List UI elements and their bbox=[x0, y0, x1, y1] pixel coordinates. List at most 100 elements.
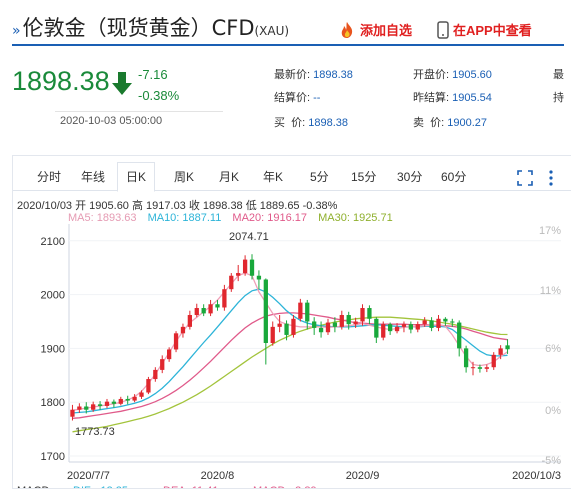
tab-daily-k[interactable]: 日K bbox=[117, 162, 156, 192]
candle-body bbox=[422, 320, 427, 325]
page-title: »伦敦金（现货黄金）CFD(XAU) bbox=[12, 16, 290, 40]
candle-body bbox=[194, 308, 199, 316]
tab-intraday[interactable]: 分时 bbox=[37, 170, 62, 184]
add-favorite-label: 添加自选 bbox=[360, 23, 413, 38]
candle-body bbox=[132, 396, 137, 401]
header-underline bbox=[12, 44, 564, 46]
ma10-legend: MA10: 1887.11 bbox=[147, 212, 222, 224]
phone-icon bbox=[437, 20, 449, 39]
candle-body bbox=[153, 369, 158, 380]
candle-body bbox=[270, 326, 275, 343]
candle-body bbox=[436, 318, 441, 328]
candle-body bbox=[470, 367, 476, 369]
candle-body bbox=[305, 302, 310, 322]
candle-body bbox=[291, 318, 296, 335]
candle-body bbox=[160, 359, 165, 370]
tab-yearline[interactable]: 年线 bbox=[81, 170, 106, 184]
candle-body bbox=[236, 273, 241, 276]
candle-body bbox=[201, 308, 206, 314]
ma20-legend: MA20: 1916.17 bbox=[232, 212, 308, 224]
candle-body bbox=[477, 367, 483, 369]
x-tick-label: 2020/10/3 bbox=[512, 470, 561, 482]
candle-body bbox=[457, 322, 462, 349]
candle-body bbox=[242, 259, 248, 274]
last-price: 1898.38 bbox=[12, 66, 110, 96]
candle-body bbox=[443, 318, 448, 322]
quote-time: 2020-10-03 05:00:00 bbox=[60, 115, 163, 127]
candle-body bbox=[491, 354, 496, 368]
ma30-line bbox=[72, 316, 508, 433]
quote-field-bid: 买 价: 1898.38 bbox=[274, 117, 348, 129]
pct-tick-label: 11% bbox=[540, 285, 561, 297]
candle-body bbox=[215, 304, 220, 308]
candle-body bbox=[429, 320, 434, 328]
x-tick-label: 2020/9 bbox=[346, 470, 380, 482]
candle-body bbox=[187, 315, 193, 327]
y-tick-label: 1800 bbox=[41, 397, 65, 409]
candle-body bbox=[318, 327, 324, 333]
candle-body bbox=[401, 324, 407, 327]
title-symbol: (XAU) bbox=[254, 24, 290, 38]
candle-body bbox=[84, 406, 89, 410]
candle-body bbox=[146, 379, 151, 393]
period-tabs: 分时 年线 日K 周K 月K 年K 5分 15分 30分 60分 bbox=[13, 162, 571, 192]
flame-icon bbox=[341, 21, 353, 38]
x-tick-label: 2020/8 bbox=[201, 470, 235, 482]
candle-body bbox=[298, 302, 303, 319]
pct-tick-label: -5% bbox=[541, 455, 561, 467]
tab-30min[interactable]: 30分 bbox=[397, 170, 423, 184]
candle-body bbox=[166, 349, 172, 360]
candle-body bbox=[463, 348, 469, 368]
candle-body bbox=[387, 324, 393, 332]
candlestick-chart[interactable]: 2100 2000 1900 1800 1700 17% 11% 6% 0% -5% 2074.71… bbox=[13, 156, 571, 488]
tab-15min[interactable]: 15分 bbox=[351, 170, 377, 184]
quote-field-ask: 卖 价: 1900.27 bbox=[413, 117, 487, 129]
more-options-icon[interactable] bbox=[548, 170, 554, 186]
open-in-app-button[interactable]: 在APP中查看 bbox=[437, 20, 532, 39]
candle-body bbox=[77, 406, 82, 410]
pct-tick-label: 0% bbox=[545, 405, 561, 417]
fullscreen-icon[interactable] bbox=[517, 170, 533, 186]
candle-body bbox=[111, 401, 117, 404]
candle-body bbox=[339, 315, 344, 327]
ma5-line bbox=[72, 272, 508, 411]
candle-body bbox=[394, 326, 400, 332]
candle-body bbox=[353, 321, 358, 325]
ma30-legend: MA30: 1925.71 bbox=[318, 212, 393, 224]
candle-body bbox=[408, 324, 414, 330]
quote-field-open: 开盘价: 1905.60 bbox=[413, 69, 492, 81]
ohlc-legend: 2020/10/03 开 1905.60 高 1917.03 收 1898.38… bbox=[17, 200, 338, 212]
tab-yearly-k[interactable]: 年K bbox=[263, 170, 284, 184]
quote-field-clipped-1: 最 bbox=[553, 69, 564, 81]
x-tick-label: 2020/7/7 bbox=[67, 470, 110, 482]
candle-body bbox=[222, 289, 227, 308]
y-tick-label: 1900 bbox=[41, 343, 65, 355]
candle-body bbox=[325, 322, 331, 333]
candle-body bbox=[249, 259, 255, 276]
pct-tick-label: 6% bbox=[545, 343, 561, 355]
candle-body bbox=[312, 321, 317, 328]
double-chevron-icon: » bbox=[12, 23, 21, 39]
ma10-line bbox=[72, 288, 508, 414]
quote-field-latest: 最新价: 1898.38 bbox=[274, 69, 353, 81]
candle-body bbox=[97, 404, 103, 406]
candle-body bbox=[104, 401, 110, 406]
price-change: -7.16 bbox=[138, 67, 168, 82]
price-change-percent: -0.38% bbox=[138, 88, 180, 103]
candle-body bbox=[180, 326, 186, 334]
candle-body bbox=[263, 279, 268, 343]
quote-divider bbox=[55, 111, 223, 112]
y-tick-label: 2000 bbox=[41, 290, 65, 302]
tab-5min[interactable]: 5分 bbox=[310, 170, 329, 184]
quote-field-prev-settle: 昨结算: 1905.54 bbox=[413, 92, 492, 104]
add-favorite-button[interactable]: 添加自选 bbox=[338, 20, 412, 39]
tab-monthly-k[interactable]: 月K bbox=[219, 170, 240, 184]
tab-weekly-k[interactable]: 周K bbox=[174, 170, 195, 184]
quote-field-clipped-2: 持 bbox=[553, 92, 564, 104]
tab-60min[interactable]: 60分 bbox=[441, 170, 467, 184]
y-tick-label: 1700 bbox=[41, 451, 65, 463]
ma-legend: MA5: 1893.63 MA10: 1887.11 MA20: 1916.17… bbox=[68, 212, 401, 224]
candle-body bbox=[415, 324, 420, 330]
candle-body bbox=[118, 398, 123, 404]
down-arrow-icon bbox=[112, 72, 132, 95]
